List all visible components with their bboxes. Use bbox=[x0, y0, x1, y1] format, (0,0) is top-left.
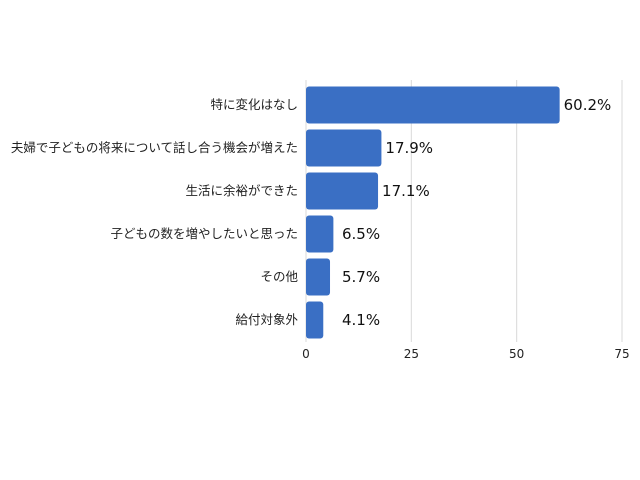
bar bbox=[306, 301, 324, 339]
value-label: 17.1% bbox=[382, 182, 430, 200]
category-label: 給付対象外 bbox=[235, 312, 298, 327]
category-label: その他 bbox=[260, 269, 298, 284]
bar bbox=[306, 172, 379, 210]
category-label: 子どもの数を増やしたいと思った bbox=[110, 226, 298, 241]
category-label: 生活に余裕ができた bbox=[185, 183, 298, 198]
value-label: 4.1% bbox=[342, 311, 380, 329]
bar bbox=[306, 129, 382, 167]
x-tick-label: 50 bbox=[509, 347, 524, 361]
value-label: 5.7% bbox=[342, 268, 380, 286]
x-axis-ticks: 0 25 50 75 bbox=[302, 347, 629, 361]
category-label: 特に変化はなし bbox=[210, 97, 298, 112]
value-label: 6.5% bbox=[342, 225, 380, 243]
x-tick-label: 75 bbox=[614, 347, 629, 361]
bar bbox=[306, 86, 560, 124]
value-label: 17.9% bbox=[385, 139, 433, 157]
x-tick-label: 0 bbox=[302, 347, 310, 361]
value-label: 60.2% bbox=[564, 96, 612, 114]
x-tick-label: 25 bbox=[404, 347, 419, 361]
bars bbox=[306, 86, 560, 339]
category-label: 夫婦で子どもの将来について話し合う機会が増えた bbox=[11, 140, 298, 155]
category-labels: 特に変化はなし夫婦で子どもの将来について話し合う機会が増えた生活に余裕ができた子… bbox=[11, 97, 299, 327]
gridlines bbox=[305, 80, 623, 342]
value-labels: 60.2% 17.9% 17.1% 6.5% 5.7% 4.1% bbox=[342, 96, 611, 329]
bar bbox=[306, 258, 331, 296]
bar bbox=[306, 215, 334, 253]
